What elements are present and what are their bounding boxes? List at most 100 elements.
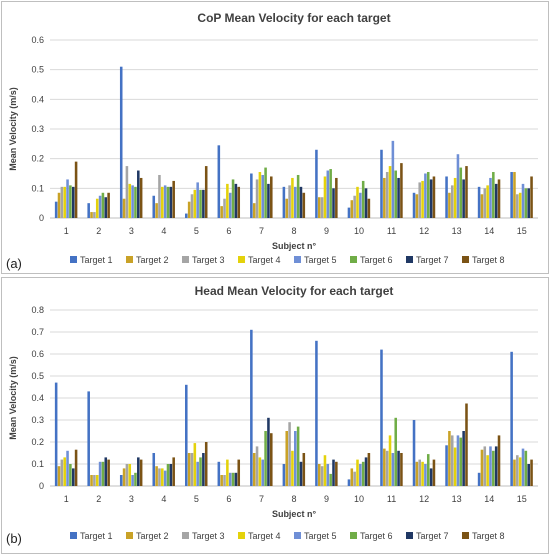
- bar-target-2: [480, 194, 484, 218]
- bar-target-7: [527, 188, 530, 218]
- bar-target-5: [391, 140, 395, 218]
- bar-target-1: [380, 349, 383, 486]
- bar-target-8: [335, 461, 338, 486]
- bar-target-2: [285, 198, 289, 218]
- bar-target-6: [459, 437, 463, 486]
- bar-target-3: [158, 174, 161, 218]
- bar-target-1: [347, 207, 351, 218]
- bar-target-1: [87, 203, 90, 218]
- x-tick-label: 3: [129, 226, 134, 236]
- bar-target-2: [155, 203, 158, 218]
- y-tick-label: 0: [39, 213, 44, 223]
- bar-target-2: [122, 198, 126, 218]
- bar-target-2: [187, 453, 191, 486]
- bar-target-6: [231, 472, 235, 486]
- y-tick-label: 0.7: [31, 327, 44, 337]
- bar-target-2: [415, 461, 419, 486]
- x-tick-label: 4: [161, 494, 166, 504]
- bar-target-5: [66, 179, 69, 218]
- bar-target-5: [196, 461, 199, 486]
- bar-target-3: [516, 455, 519, 486]
- bar-target-4: [388, 435, 392, 486]
- x-tick-label: 2: [96, 226, 101, 236]
- legend-label: Target 4: [248, 255, 281, 265]
- bar-target-8: [270, 176, 273, 218]
- bar-target-6: [166, 186, 170, 218]
- bar-target-7: [494, 446, 498, 486]
- legend-label: Target 1: [80, 255, 113, 265]
- bar-target-4: [421, 461, 424, 486]
- x-tick-label: 2: [96, 494, 101, 504]
- bar-target-5: [261, 459, 265, 486]
- bar-target-8: [139, 177, 143, 218]
- bar-target-8: [172, 457, 175, 486]
- bar-target-3: [125, 464, 129, 486]
- legend-swatch: [406, 256, 413, 263]
- legend-label: Target 2: [136, 255, 169, 265]
- bar-target-7: [71, 186, 75, 218]
- bar-target-2: [480, 449, 484, 486]
- bar-target-6: [394, 170, 397, 218]
- bar-target-7: [429, 468, 433, 486]
- bar-target-2: [220, 206, 223, 218]
- bar-target-7: [527, 464, 530, 486]
- bar-target-8: [302, 192, 306, 218]
- bar-target-6: [459, 167, 463, 218]
- bar-target-5: [326, 464, 330, 486]
- bar-target-8: [432, 459, 436, 486]
- bar-target-4: [356, 186, 359, 218]
- bar-target-8: [204, 442, 208, 486]
- bar-target-4: [323, 455, 327, 486]
- x-tick-label: 6: [226, 226, 231, 236]
- bar-target-7: [169, 464, 173, 486]
- bar-target-1: [445, 176, 448, 218]
- bar-target-2: [317, 464, 321, 486]
- y-tick-label: 0.1: [31, 459, 44, 469]
- y-tick-label: 0.6: [31, 349, 44, 359]
- bar-target-2: [317, 197, 321, 218]
- x-tick-label: 1: [64, 226, 69, 236]
- x-tick-label: 5: [194, 494, 199, 504]
- bar-target-3: [385, 172, 389, 218]
- y-axis-label: Mean Velocity (m/s): [8, 356, 18, 440]
- legend-swatch: [294, 256, 301, 263]
- bar-target-3: [125, 166, 129, 218]
- bar-target-6: [166, 464, 170, 486]
- bar-target-3: [93, 475, 96, 486]
- bar-target-2: [383, 448, 386, 486]
- bar-target-3: [255, 179, 259, 218]
- x-tick-label: 3: [129, 494, 134, 504]
- bar-target-1: [282, 464, 286, 486]
- legend-label: Target 5: [304, 531, 337, 541]
- bar-target-4: [453, 177, 457, 218]
- bar-target-1: [445, 445, 448, 486]
- bar-target-5: [489, 446, 492, 486]
- bar-target-7: [494, 183, 498, 218]
- bar-target-6: [69, 464, 72, 486]
- bar-target-5: [228, 192, 232, 218]
- bar-target-4: [453, 447, 457, 486]
- bar-target-5: [359, 192, 362, 218]
- y-tick-label: 0.4: [31, 393, 44, 403]
- bar-target-2: [187, 201, 191, 218]
- bar-target-5: [391, 453, 395, 486]
- bar-target-2: [57, 466, 61, 486]
- legend-swatch: [462, 256, 469, 263]
- y-tick-label: 0: [39, 481, 44, 491]
- x-tick-label: 7: [259, 494, 264, 504]
- bar-target-3: [288, 422, 291, 486]
- bar-target-6: [361, 461, 365, 486]
- bar-target-1: [185, 213, 188, 218]
- x-tick-label: 13: [452, 494, 462, 504]
- bar-target-3: [450, 435, 454, 486]
- y-tick-label: 0.5: [31, 65, 44, 75]
- bar-target-5: [489, 177, 492, 218]
- bar-target-8: [335, 177, 338, 218]
- bar-target-6: [492, 172, 495, 218]
- bar-target-3: [353, 195, 356, 218]
- bar-target-7: [267, 183, 270, 218]
- bar-target-2: [220, 475, 223, 486]
- bar-target-1: [510, 351, 513, 486]
- legend-label: Target 2: [136, 531, 169, 541]
- y-tick-label: 0.2: [31, 154, 44, 164]
